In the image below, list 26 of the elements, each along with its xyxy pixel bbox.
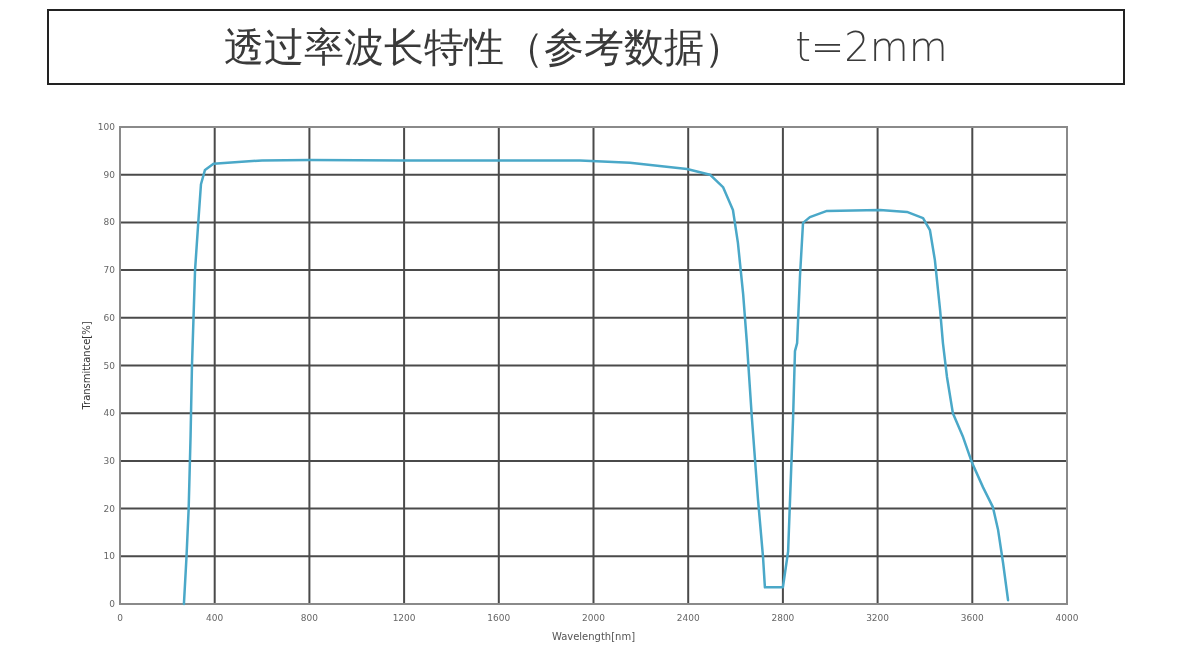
- x-tick-label: 3600: [960, 613, 985, 623]
- x-tick-label: 2800: [771, 613, 795, 623]
- y-tick-label: 0: [109, 599, 116, 609]
- x-tick-label: 4000: [1055, 613, 1079, 623]
- y-tick-label: 70: [103, 265, 116, 276]
- y-tick-label: 60: [103, 312, 116, 323]
- x-tick-label: 2000: [582, 613, 606, 623]
- title: 透过率波长特性（参考数据） t=2mm: [47, 9, 1125, 85]
- x-tick-label: 2400: [676, 613, 700, 623]
- x-tick-label: 1200: [392, 613, 416, 623]
- y-tick-label: 30: [103, 455, 116, 466]
- x-tick-label: 800: [300, 613, 319, 623]
- y-tick-label: 40: [103, 408, 116, 419]
- y-tick-label: 50: [103, 360, 116, 371]
- x-axis-title: Wavelength[nm]: [551, 631, 636, 642]
- y-tick-label: 90: [103, 169, 116, 180]
- y-tick-label: 10: [103, 551, 116, 562]
- chart-title: 透过率波长特性（参考数据） t=2mm: [224, 24, 948, 70]
- x-tick-label: 1600: [487, 613, 511, 623]
- x-tick-label: 3200: [866, 613, 890, 623]
- x-tick-label: 400: [206, 613, 224, 623]
- y-axis-title: Transmittance[%]: [81, 321, 92, 410]
- y-tick-label: 100: [97, 122, 116, 132]
- x-tick-label: 0: [117, 613, 124, 623]
- y-tick-label: 20: [103, 503, 116, 514]
- y-tick-label: 80: [103, 217, 116, 228]
